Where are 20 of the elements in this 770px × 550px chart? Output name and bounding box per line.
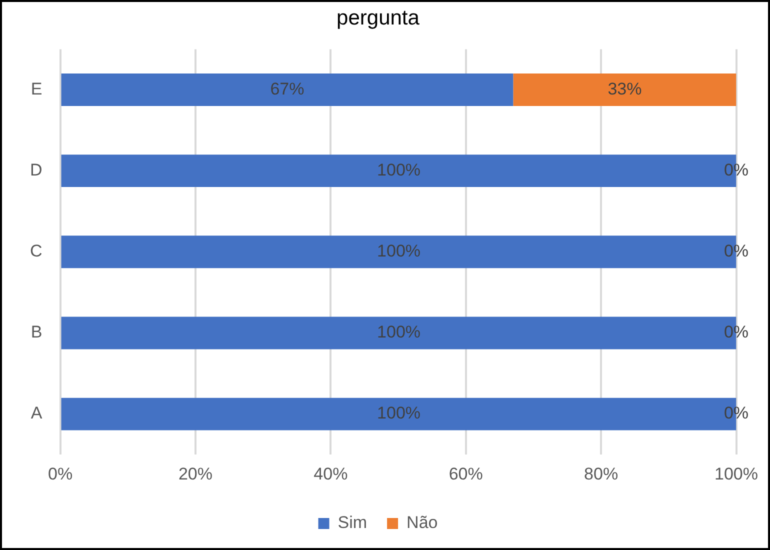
legend-label: Sim <box>338 513 368 532</box>
data-label: 67% <box>270 79 304 98</box>
data-label: 100% <box>377 322 421 342</box>
x-tick-label: 20% <box>178 464 212 484</box>
y-tick-label: C <box>30 242 42 261</box>
x-tick-label: 100% <box>714 464 758 484</box>
legend-label: Não <box>406 513 438 532</box>
x-tick-label: 40% <box>314 464 348 484</box>
y-tick-label: B <box>30 322 42 342</box>
data-label: 100% <box>377 242 421 261</box>
y-tick-label: D <box>30 160 42 180</box>
data-label: 33% <box>608 79 642 98</box>
data-label: 100% <box>377 404 421 423</box>
x-tick-label: 0% <box>48 464 73 484</box>
y-tick-label: A <box>30 404 43 423</box>
chart-title: pergunta <box>336 6 420 30</box>
x-tick-label: 60% <box>448 464 483 484</box>
x-tick-label: 80% <box>584 464 618 484</box>
y-tick-label: E <box>30 79 42 98</box>
data-label: 100% <box>377 160 421 180</box>
